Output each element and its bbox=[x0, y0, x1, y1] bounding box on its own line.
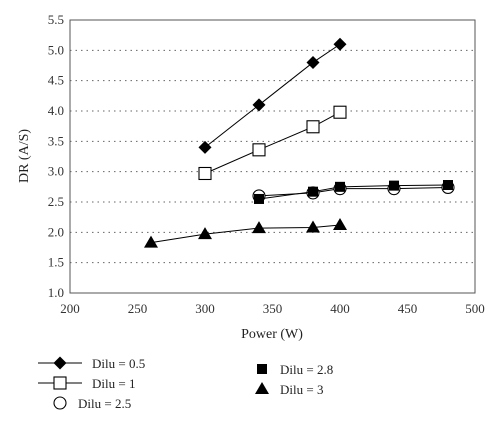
data-point bbox=[252, 98, 266, 112]
data-point bbox=[306, 220, 320, 233]
data-point bbox=[333, 37, 347, 51]
y-tick-label: 3.0 bbox=[48, 164, 64, 179]
series-line bbox=[204, 111, 341, 174]
data-point bbox=[308, 186, 318, 197]
grid-lines bbox=[70, 49, 475, 264]
data-point bbox=[198, 166, 212, 181]
series-2 bbox=[198, 105, 347, 181]
legend-item: Dilu = 3 bbox=[255, 382, 323, 397]
x-tick-label: 250 bbox=[128, 301, 148, 316]
legend-item: Dilu = 1 bbox=[38, 376, 135, 391]
legend-marker bbox=[53, 396, 67, 410]
y-tick-label: 5.5 bbox=[48, 12, 64, 27]
series-layer bbox=[144, 37, 455, 248]
y-tick-label: 4.5 bbox=[48, 73, 64, 88]
data-point bbox=[254, 193, 264, 204]
data-point bbox=[198, 140, 212, 154]
data-point bbox=[306, 120, 320, 134]
legend-marker bbox=[257, 364, 267, 374]
y-tick-label: 5.0 bbox=[48, 42, 64, 57]
data-point bbox=[333, 105, 347, 119]
x-tick-label: 450 bbox=[398, 301, 418, 316]
series-1 bbox=[198, 37, 347, 154]
plot-frame bbox=[69, 19, 476, 294]
y-tick-label: 4.0 bbox=[48, 103, 64, 118]
y-tick-label: 1.5 bbox=[48, 255, 64, 270]
x-tick-label: 200 bbox=[60, 301, 80, 316]
x-tick-label: 350 bbox=[263, 301, 283, 316]
data-point bbox=[443, 180, 453, 191]
y-tick-label: 3.5 bbox=[48, 133, 64, 148]
data-point bbox=[389, 180, 399, 191]
x-axis-ticks: 200 250 300 350 400 450 500 bbox=[60, 301, 485, 316]
series-5 bbox=[144, 218, 347, 248]
series-line bbox=[204, 43, 341, 148]
x-tick-label: 300 bbox=[195, 301, 215, 316]
legend-label: Dilu = 0.5 bbox=[92, 356, 145, 371]
y-tick-label: 1.0 bbox=[48, 285, 64, 300]
legend-item: Dilu = 2.5 bbox=[53, 396, 131, 411]
data-point bbox=[252, 221, 266, 234]
legend-label: Dilu = 1 bbox=[92, 376, 135, 391]
legend-marker bbox=[53, 356, 67, 370]
legend-label: Dilu = 2.8 bbox=[280, 362, 333, 377]
series-3 bbox=[252, 180, 455, 203]
legend: Dilu = 0.5 Dilu = 1 Dilu = 2.5 Dilu = 2.8 Di… bbox=[38, 356, 333, 411]
legend-item: Dilu = 0.5 bbox=[38, 356, 145, 371]
legend-label: Dilu = 3 bbox=[280, 382, 323, 397]
x-axis-label: Power (W) bbox=[241, 327, 303, 342]
data-point bbox=[144, 235, 158, 248]
legend-item: Dilu = 2.8 bbox=[257, 362, 333, 377]
y-tick-label: 2.0 bbox=[48, 224, 64, 239]
x-tick-label: 400 bbox=[330, 301, 350, 316]
y-axis-ticks: 1.0 1.5 2.0 2.5 3.0 3.5 4.0 4.5 5.0 5.5 bbox=[48, 12, 64, 300]
x-tick-label: 500 bbox=[465, 301, 485, 316]
y-axis-label: DR (A/S) bbox=[17, 129, 32, 183]
data-point bbox=[306, 55, 320, 69]
series-line bbox=[258, 184, 449, 200]
legend-marker bbox=[255, 382, 269, 394]
legend-label: Dilu = 2.5 bbox=[78, 396, 131, 411]
data-point bbox=[335, 181, 345, 192]
data-point bbox=[198, 227, 212, 240]
data-point bbox=[333, 218, 347, 231]
data-point bbox=[252, 143, 266, 157]
series-4 bbox=[254, 180, 453, 204]
y-tick-label: 2.5 bbox=[48, 194, 64, 209]
legend-marker bbox=[53, 376, 67, 390]
